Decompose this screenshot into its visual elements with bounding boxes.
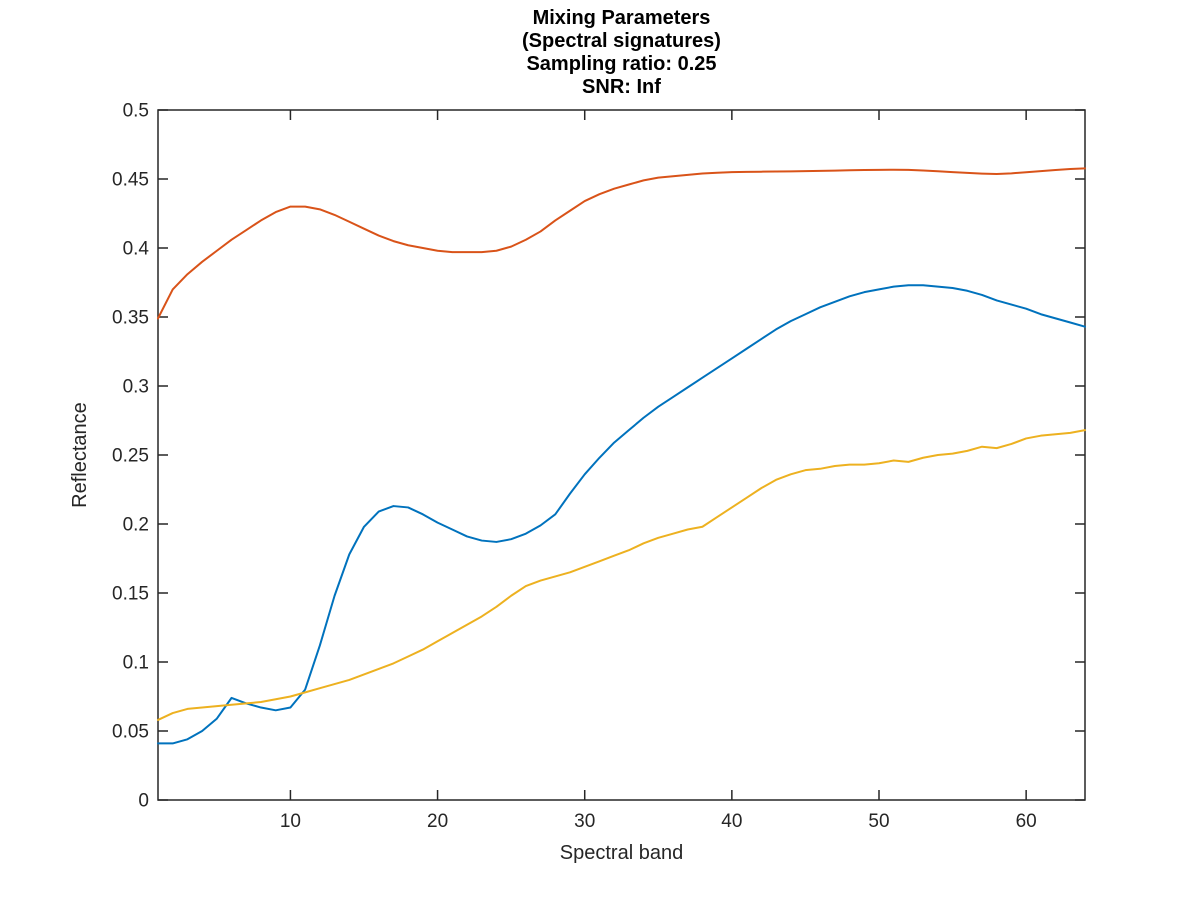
chart-title-line-1: Mixing Parameters bbox=[533, 7, 711, 29]
series-layer bbox=[157, 167, 1086, 745]
y-tick-label: 0.5 bbox=[123, 101, 149, 122]
chart-title-line-2: (Spectral signatures) bbox=[522, 30, 721, 52]
chart-title-line-3: Sampling ratio: 0.25 bbox=[526, 53, 716, 75]
y-tick-label: 0.15 bbox=[112, 584, 149, 605]
series-line-signature-red bbox=[157, 167, 1086, 320]
y-tick-label: 0 bbox=[138, 791, 149, 812]
y-tick-label: 0.2 bbox=[123, 515, 149, 536]
axes-layer: 10 20 30 40 50 60 0 0.05 0.1 0.15 0.2 0.25 0.3 0.35 0.… bbox=[112, 101, 1086, 832]
y-axis-label: Reflectance bbox=[69, 402, 91, 508]
x-tick-label: 60 bbox=[1016, 811, 1037, 832]
y-tick-label: 0.45 bbox=[112, 170, 149, 191]
x-tick-label: 10 bbox=[280, 811, 301, 832]
series-line-signature-yellow bbox=[157, 429, 1086, 721]
y-tick-label: 0.35 bbox=[112, 308, 149, 329]
x-tick-label: 20 bbox=[427, 811, 448, 832]
y-tick-label: 0.4 bbox=[123, 239, 150, 260]
x-tick-label: 40 bbox=[721, 811, 742, 832]
y-tick-label: 0.05 bbox=[112, 722, 149, 743]
series-line-signature-blue bbox=[157, 284, 1086, 745]
x-tick-label: 30 bbox=[574, 811, 595, 832]
y-tick-label: 0.1 bbox=[123, 653, 149, 674]
x-tick-label: 50 bbox=[868, 811, 889, 832]
x-axis-label: Spectral band bbox=[560, 842, 683, 864]
chart-title-line-4: SNR: Inf bbox=[582, 76, 661, 98]
y-tick-label: 0.3 bbox=[123, 377, 149, 398]
y-tick-label: 0.25 bbox=[112, 446, 149, 467]
